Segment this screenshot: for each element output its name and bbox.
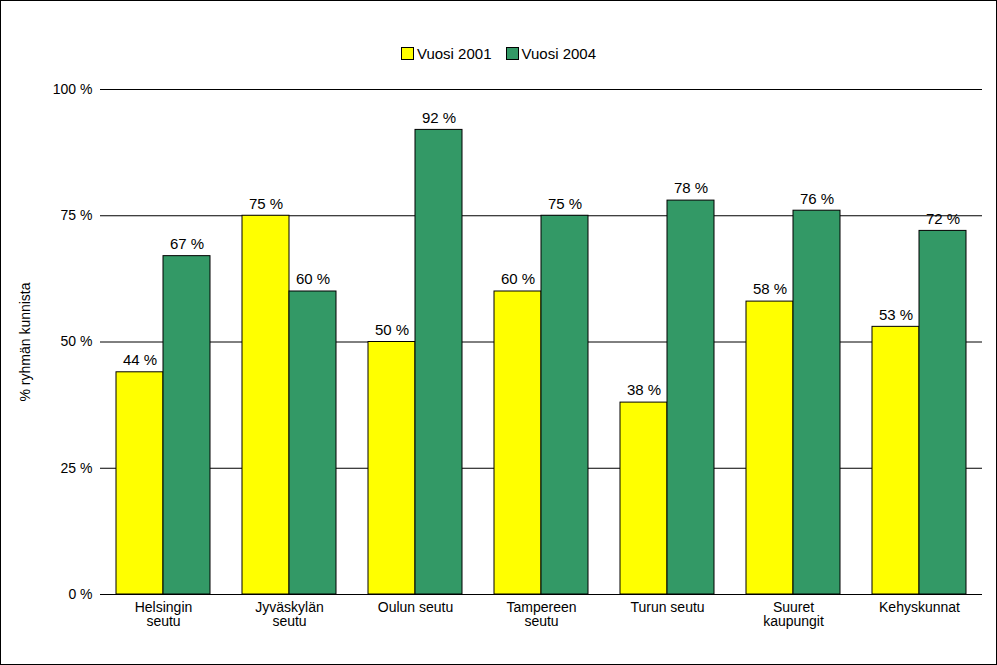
html-text:Vuosi 2004: Vuosi 2004	[521, 44, 596, 62]
svg-text:Turun seutu: Turun seutu	[630, 599, 704, 615]
svg-text:Helsinginseutu: Helsinginseutu	[135, 599, 193, 629]
svg-text:75 %: 75 %	[61, 207, 93, 223]
svg-text:67 %: 67 %	[170, 235, 204, 252]
svg-text:50 %: 50 %	[375, 321, 409, 338]
svg-text:76 %: 76 %	[800, 190, 834, 207]
svg-text:75 %: 75 %	[249, 195, 283, 212]
svg-text:Oulun seutu: Oulun seutu	[378, 599, 454, 615]
svg-text:25 %: 25 %	[61, 460, 93, 476]
svg-text:Tampereenseutu: Tampereenseutu	[506, 599, 576, 629]
svg-text:0 %: 0 %	[68, 586, 92, 602]
svg-text:% ryhmän kunnista: % ryhmän kunnista	[17, 282, 33, 401]
svg-text:53 %: 53 %	[879, 306, 913, 323]
svg-text:Suuretkaupungit: Suuretkaupungit	[763, 599, 824, 629]
svg-text:50 %: 50 %	[61, 333, 93, 349]
svg-text:38 %: 38 %	[627, 381, 661, 398]
svg-text:60 %: 60 %	[501, 270, 535, 287]
svg-text:75 %: 75 %	[548, 195, 582, 212]
svg-text:58 %: 58 %	[753, 280, 787, 297]
svg-text:Kehyskunnat: Kehyskunnat	[879, 599, 960, 615]
svg-text:72 %: 72 %	[926, 210, 960, 227]
svg-text:60 %: 60 %	[296, 270, 330, 287]
html-text:Vuosi 2001: Vuosi 2001	[417, 44, 492, 62]
svg-text:44 %: 44 %	[123, 351, 157, 368]
svg-text:100 %: 100 %	[53, 81, 93, 97]
svg-text:78 %: 78 %	[674, 179, 708, 196]
svg-text:Jyväskylänseutu: Jyväskylänseutu	[255, 599, 323, 629]
svg-text:92 %: 92 %	[422, 109, 456, 126]
